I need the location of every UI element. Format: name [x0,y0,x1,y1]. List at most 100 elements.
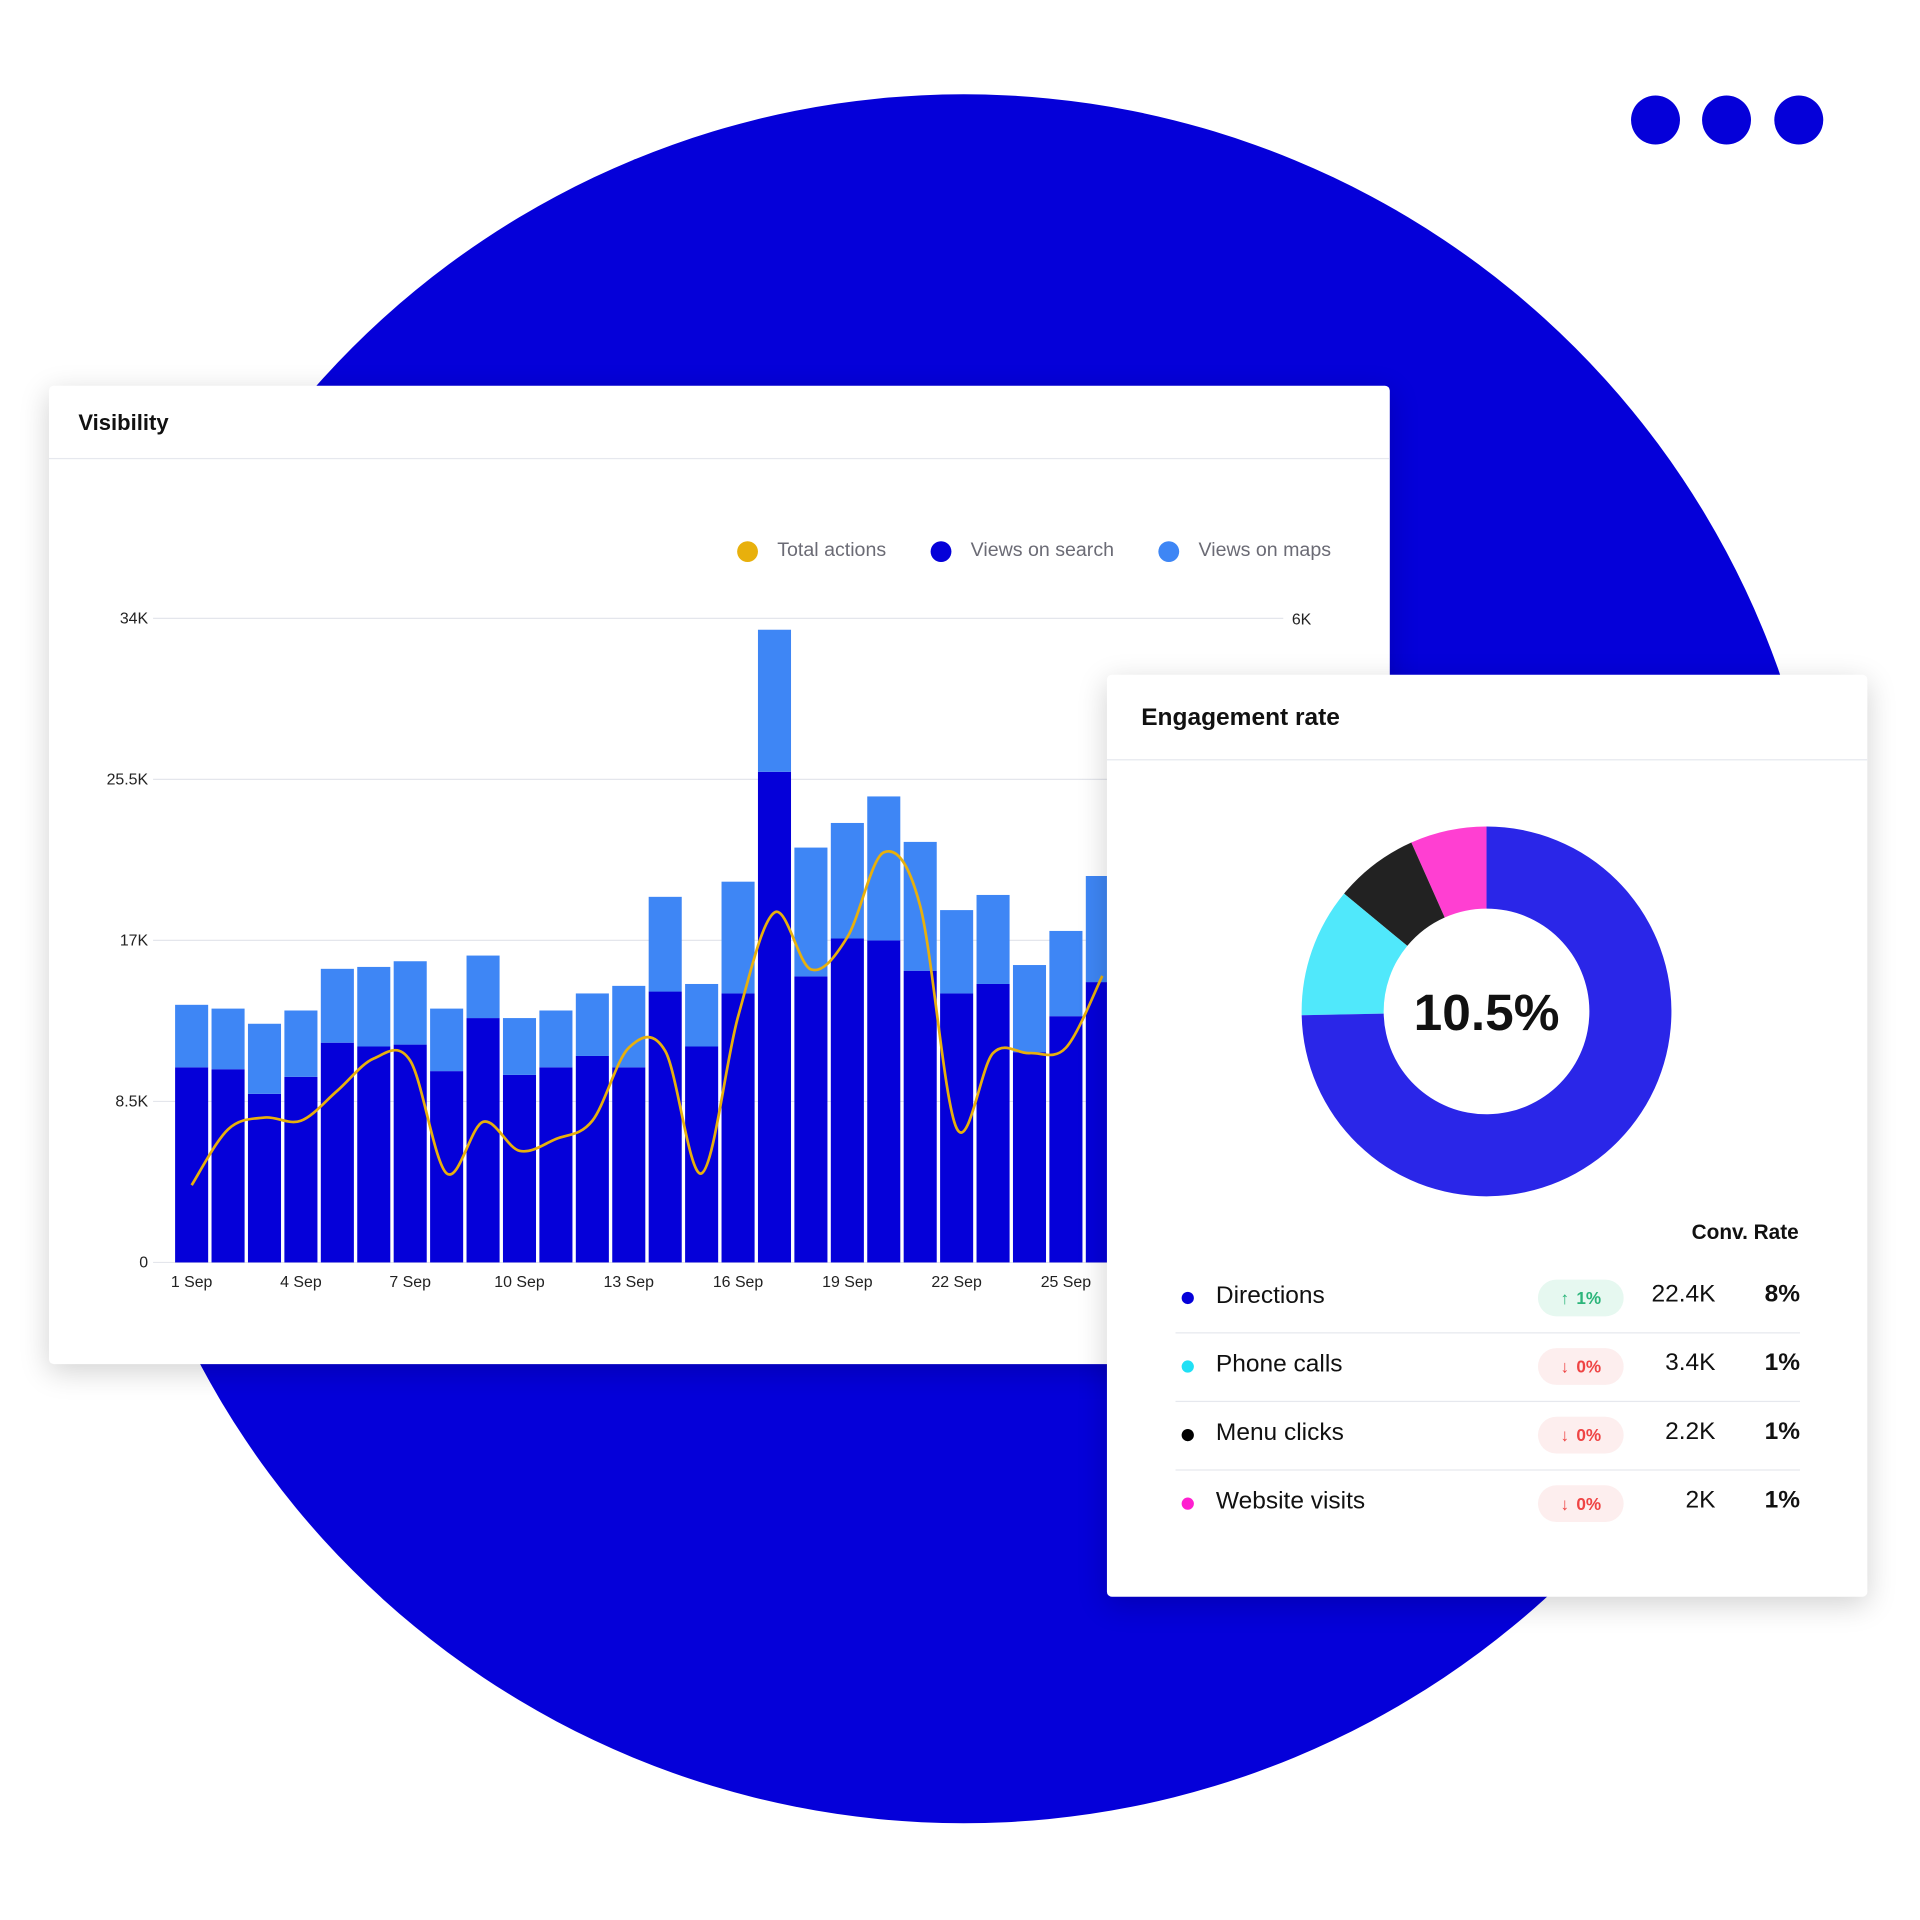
legend-dot-icon [1181,1497,1194,1510]
bar-views-on-search [1049,1016,1083,1263]
bar-views-on-maps [648,896,682,992]
conv-rate-value: 8% [1764,1280,1801,1308]
x-tick-label: 1 Sep [171,1274,213,1291]
row-value: 2K [1685,1486,1716,1514]
bar-views-on-maps [685,983,719,1047]
bar-views-on-search [247,1093,282,1263]
bar-views-on-maps [757,629,792,772]
y-tick-label: 0 [139,1254,148,1271]
change-value: 1% [1576,1288,1602,1308]
bar-views-on-maps [612,985,646,1068]
bar-views-on-search [867,940,901,1263]
bar-views-on-maps [1012,965,1047,1053]
donut-slice-directions [1301,826,1672,1197]
bar-views-on-maps [430,1008,464,1072]
bar-views-on-search [794,976,828,1263]
bar-views-on-search [721,993,755,1263]
bar-views-on-maps [175,1004,209,1068]
divider [48,457,1390,460]
bar-views-on-search [357,1046,391,1263]
y-tick-label: 34K [120,610,149,627]
divider [1175,1400,1801,1403]
legend-label: Total actions [777,540,887,561]
bar-views-on-search [976,983,1010,1263]
arrow-down-icon: ↓ [1560,1356,1570,1377]
arrow-up-icon: ↑ [1560,1288,1570,1308]
divider [1175,1469,1801,1471]
legend-label: Views on maps [1198,540,1332,561]
conv-rate-value: 1% [1764,1349,1801,1377]
legend-item-views-on-search[interactable]: Views on search [930,540,1114,562]
change-value: 0% [1576,1493,1602,1514]
x-tick-label: 19 Sep [822,1274,873,1291]
bar-views-on-search [320,1042,354,1263]
bar-views-on-search [502,1074,537,1263]
bar-views-on-maps [502,1018,537,1075]
bar-views-on-search [1012,1052,1047,1263]
legend-label: Views on search [970,540,1115,561]
row-value: 22.4K [1651,1280,1716,1308]
x-tick-label: 13 Sep [604,1274,655,1291]
legend-dot-icon [1181,1291,1194,1305]
row-label: Phone calls [1215,1350,1343,1378]
bar-views-on-search [612,1067,646,1263]
bar-views-on-maps [539,1010,573,1068]
bar-views-on-maps [247,1023,282,1094]
legend-dot-icon [1181,1428,1194,1442]
line-total-actions [190,850,1104,1186]
trend-badge: ↓ 0% [1537,1485,1624,1523]
window-dot [1631,95,1681,145]
bar-views-on-search [903,970,937,1263]
legend-dot-icon [930,540,952,562]
divider [1106,759,1868,761]
bar-views-on-maps [575,993,609,1056]
visibility-chart: 0 8.5K 17K 25.5K 34K 6K 1 Sep 4 Sep 7 Sep 10 Sep 1… [107,610,1312,1291]
bar-views-on-maps [976,894,1010,984]
engagement-card: Engagement rate 10.5% Conv. Rate Directi… [1106,674,1868,1597]
chart-legend: Total actions Views on search Views on m… [693,540,1331,562]
x-tick-label: 25 Sep [1041,1274,1092,1291]
row-label: Menu clicks [1215,1419,1344,1447]
engagement-row-website-visits[interactable]: Website visits ↓ 0% 2K 1% [1176,1469,1800,1538]
bar-views-on-maps [466,955,500,1019]
legend-item-total-actions[interactable]: Total actions [736,540,887,562]
bar-views-on-maps [794,847,828,977]
divider [1175,1332,1801,1334]
donut-slice-menu-clicks [1344,842,1445,946]
bar-views-on-search [539,1067,573,1263]
bar-views-on-search [830,938,864,1263]
bar-views-on-search [757,771,792,1263]
legend-item-views-on-maps[interactable]: Views on maps [1158,540,1331,562]
window-dot [1774,95,1824,145]
card-title: Engagement rate [1141,704,1340,732]
donut-center-value: 10.5% [1414,983,1560,1041]
bar-views-on-search [648,991,682,1263]
conv-rate-value: 1% [1764,1486,1801,1514]
arrow-down-icon: ↓ [1560,1493,1570,1514]
y-tick-label: 17K [120,932,149,949]
bar-views-on-search [211,1069,245,1263]
trend-badge: ↑ 1% [1537,1279,1624,1317]
x-tick-label: 16 Sep [713,1274,764,1291]
legend-dot-icon [1158,540,1179,562]
engagement-row-directions[interactable]: Directions ↑ 1% 22.4K 8% [1176,1264,1800,1333]
trend-badge: ↓ 0% [1537,1416,1624,1454]
window-dot [1702,95,1752,145]
engagement-row-menu-clicks[interactable]: Menu clicks ↓ 0% 2.2K 1% [1176,1401,1800,1470]
bar-views-on-maps [830,822,864,939]
row-label: Directions [1215,1282,1325,1309]
bar-views-on-maps [284,1010,318,1077]
card-title: Visibility [78,410,169,435]
y-tick-label: 8.5K [115,1093,148,1110]
conv-rate-header: Conv. Rate [1691,1220,1799,1245]
bar-views-on-maps [393,961,427,1045]
change-value: 0% [1576,1356,1602,1377]
y2-tick-label: 6K [1292,611,1312,628]
bar-views-on-maps [1049,930,1083,1017]
x-tick-label: 22 Sep [931,1274,982,1291]
bar-views-on-search [466,1018,500,1263]
bar-views-on-search [393,1044,427,1263]
x-tick-label: 7 Sep [389,1274,431,1291]
engagement-row-phone-calls[interactable]: Phone calls ↓ 0% 3.4K 1% [1176,1332,1800,1401]
